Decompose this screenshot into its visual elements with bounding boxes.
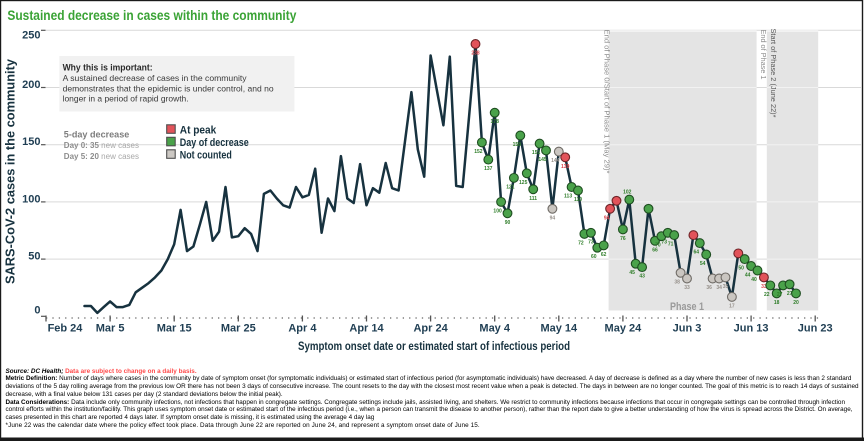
svg-text:May 24: May 24 (605, 323, 643, 335)
svg-text:111: 111 (529, 196, 537, 202)
svg-text:50: 50 (28, 251, 40, 263)
svg-text:SARS-CoV-2 cases in the commun: SARS-CoV-2 cases in the community (4, 59, 18, 284)
svg-text:70: 70 (655, 243, 661, 249)
svg-text:22: 22 (764, 292, 770, 298)
svg-text:113: 113 (564, 194, 572, 200)
svg-text:66: 66 (652, 247, 658, 253)
svg-text:5-day decrease: 5-day decrease (64, 130, 130, 140)
svg-text:40: 40 (751, 277, 757, 283)
svg-text:Mar 15: Mar 15 (157, 323, 192, 335)
svg-text:Day 0: 35 new cases: Day 0: 35 new cases (64, 141, 139, 150)
svg-text:73: 73 (588, 239, 594, 245)
svg-text:Start of Phase 2 (June 22)*: Start of Phase 2 (June 22)* (769, 29, 776, 118)
svg-text:longer in a period of rapid gr: longer in a period of rapid growth. (63, 94, 189, 104)
svg-text:Jun 3: Jun 3 (673, 323, 702, 335)
svg-text:Jun 13: Jun 13 (734, 323, 769, 335)
svg-text:Phase 1: Phase 1 (670, 301, 704, 313)
svg-text:Day of decrease: Day of decrease (180, 137, 249, 149)
svg-text:238: 238 (471, 51, 480, 57)
svg-text:250: 250 (22, 30, 40, 42)
svg-text:102: 102 (623, 190, 632, 196)
svg-text:125: 125 (519, 180, 528, 186)
svg-text:72: 72 (578, 240, 584, 246)
svg-text:178: 178 (491, 119, 500, 125)
svg-text:38: 38 (674, 279, 680, 285)
svg-text:Apr 14: Apr 14 (349, 323, 384, 335)
svg-text:90: 90 (505, 220, 511, 226)
svg-text:A sustained decrease of cases: A sustained decrease of cases in the com… (63, 73, 248, 83)
svg-text:137: 137 (484, 166, 493, 172)
svg-text:64: 64 (694, 250, 700, 256)
svg-text:76: 76 (620, 236, 626, 242)
svg-text:Mar 25: Mar 25 (221, 323, 256, 335)
svg-text:18: 18 (774, 300, 780, 306)
svg-text:Not counted: Not counted (180, 149, 232, 161)
svg-text:33: 33 (684, 285, 690, 291)
svg-text:0: 0 (34, 304, 40, 316)
svg-text:62: 62 (601, 252, 607, 258)
svg-text:33: 33 (761, 284, 767, 290)
svg-text:145: 145 (538, 157, 547, 163)
svg-text:152: 152 (474, 149, 483, 155)
svg-text:End of Phase 0/Start of Phase: End of Phase 0/Start of Phase 1 (May 29)… (603, 30, 610, 174)
svg-text:27: 27 (787, 291, 793, 297)
svg-text:94: 94 (604, 215, 610, 221)
svg-text:36: 36 (706, 285, 712, 291)
svg-text:Apr 24: Apr 24 (413, 323, 448, 335)
svg-text:121: 121 (506, 184, 515, 190)
svg-text:Sustained decrease in cases wi: Sustained decrease in cases within the c… (7, 8, 296, 23)
svg-text:94: 94 (550, 215, 556, 221)
svg-text:34: 34 (716, 285, 722, 291)
svg-text:End of Phase 1: End of Phase 1 (759, 30, 766, 80)
svg-text:20: 20 (793, 300, 799, 306)
svg-text:150: 150 (22, 136, 40, 148)
svg-text:71: 71 (668, 242, 674, 248)
svg-text:Feb 24: Feb 24 (48, 323, 84, 335)
svg-text:54: 54 (700, 261, 706, 267)
svg-text:151: 151 (532, 150, 541, 156)
svg-text:100: 100 (22, 193, 40, 205)
svg-text:60: 60 (591, 254, 597, 260)
svg-text:27: 27 (777, 292, 783, 298)
svg-text:Why this is important:: Why this is important: (63, 61, 153, 72)
svg-text:73: 73 (662, 239, 668, 245)
svg-text:Day 5: 20 new cases: Day 5: 20 new cases (64, 152, 139, 161)
svg-text:158: 158 (513, 142, 522, 148)
svg-text:45: 45 (629, 270, 635, 276)
svg-text:50: 50 (738, 266, 744, 272)
svg-text:44: 44 (745, 273, 751, 279)
svg-text:35: 35 (723, 284, 729, 290)
svg-text:100: 100 (493, 208, 502, 214)
svg-text:Apr 4: Apr 4 (288, 323, 317, 335)
svg-text:May 14: May 14 (540, 323, 578, 335)
svg-text:110: 110 (574, 197, 582, 203)
svg-text:Jun 23: Jun 23 (798, 323, 833, 335)
svg-text:May 4: May 4 (479, 323, 510, 335)
svg-text:Mar 5: Mar 5 (96, 323, 125, 335)
svg-text:200: 200 (22, 79, 40, 91)
svg-text:Symptom onset date or estimate: Symptom onset date or estimated start of… (298, 339, 570, 353)
svg-text:At peak: At peak (180, 124, 217, 136)
svg-text:139: 139 (561, 164, 570, 170)
svg-text:demonstrates that the epidemic: demonstrates that the epidemic is under … (63, 84, 274, 94)
svg-text:144: 144 (551, 158, 560, 164)
svg-text:17: 17 (729, 303, 735, 309)
svg-text:43: 43 (639, 274, 645, 280)
